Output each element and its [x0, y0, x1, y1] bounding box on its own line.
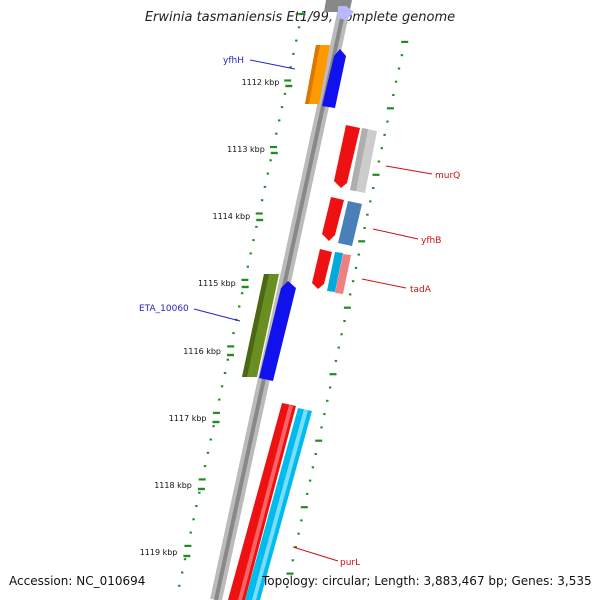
kbp-tick-label: 1114 kbp [212, 212, 250, 221]
gene-arrow-tadA [312, 249, 332, 289]
top-lavender-feature [338, 6, 354, 20]
kbp-tick-label: 1119 kbp [140, 548, 178, 557]
gene-arrow-purL-highlight [238, 405, 293, 600]
gene-block-cyan-small [327, 252, 343, 292]
gene-label-purL[interactable]: purL [340, 558, 360, 568]
gene-arrow-ETA_10060 [259, 281, 296, 381]
kbp-tick-label: 1112 kbp [242, 78, 280, 87]
leader-yfhH [249, 59, 296, 70]
leader-murQ [385, 165, 433, 175]
kbp-tick-label: 1118 kbp [154, 481, 192, 490]
gene-block-grey-shade [350, 128, 368, 191]
gene-label-yfhH[interactable]: yfhH [223, 56, 244, 66]
leader-tadA [361, 278, 407, 289]
gene-block-steelblue [338, 201, 362, 246]
accession-label: Accession: NC_010694 [9, 574, 146, 588]
kbp-tick-label: 1117 kbp [169, 414, 207, 423]
gene-block-pink [335, 254, 351, 294]
gene-label-ETA_10060[interactable]: ETA_10060 [139, 304, 189, 314]
kbp-tick-label: 1116 kbp [183, 347, 221, 356]
gene-label-tadA[interactable]: tadA [410, 285, 432, 295]
kbp-tick-label: 1115 kbp [198, 279, 236, 288]
leader-yfhB [372, 228, 419, 240]
topology-label: Topology: circular; Length: 3,883,467 bp… [262, 574, 592, 588]
map-title: Erwinia tasmaniensis Et1/99, complete ge… [144, 10, 456, 25]
gene-label-murQ[interactable]: murQ [435, 171, 460, 181]
gene-arrow-murQ [334, 125, 360, 188]
right-tick-track [285, 40, 409, 588]
left-tick-track [178, 12, 306, 587]
gene-block-olive-shade [242, 274, 269, 377]
gene-block-cyan-long-highlight [252, 409, 308, 600]
gene-block-orange-shade [305, 45, 320, 104]
leader-purL [292, 546, 339, 562]
kbp-tick-label: 1113 kbp [227, 145, 265, 154]
gene-arrow-yfhH [322, 49, 346, 108]
gene-arrow-yfhB [322, 197, 344, 241]
leader-ETA_10060 [193, 308, 241, 322]
gene-label-yfhB[interactable]: yfhB [421, 236, 441, 246]
kbp-ruler: 1112 kbp 1113 kbp 1114 kbp 1115 kbp 1116 kbp… [140, 78, 293, 558]
